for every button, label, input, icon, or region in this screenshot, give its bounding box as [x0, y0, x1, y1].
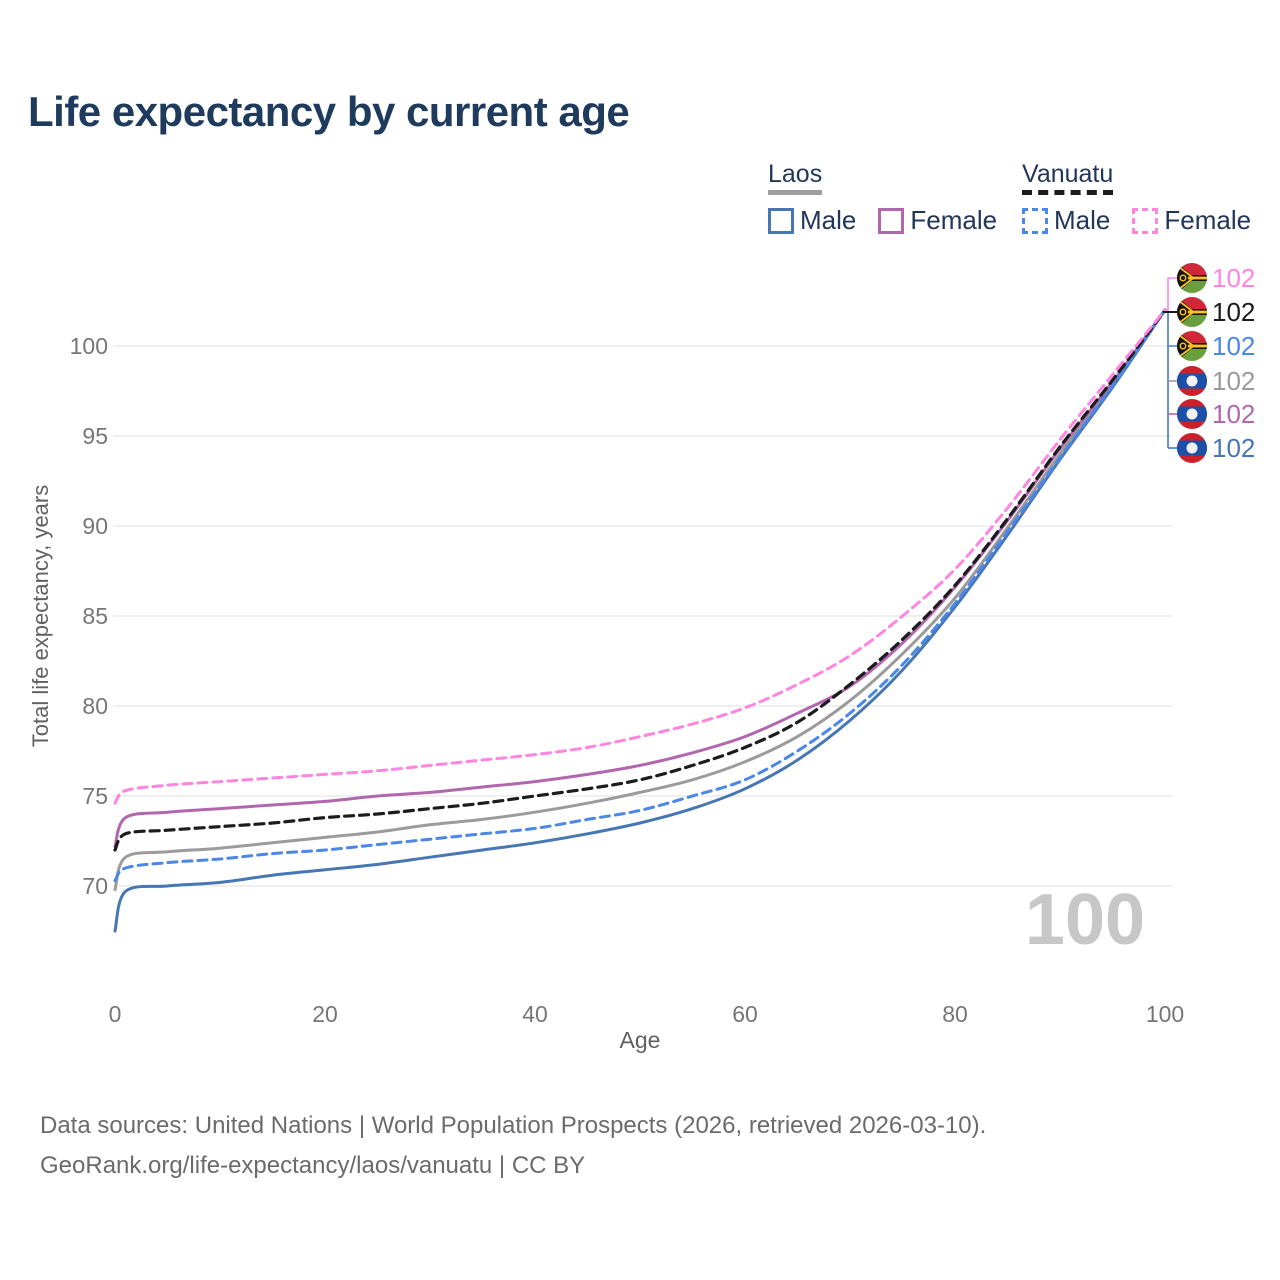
series-line-vanuatu-female — [113, 308, 1167, 805]
laos-female-swatch-icon — [878, 207, 905, 234]
vanuatu-flag-icon — [1177, 263, 1207, 293]
legend-label: Male — [1054, 205, 1111, 235]
laos-male-swatch-icon — [768, 207, 794, 234]
series-line-vanuatu-male — [113, 308, 1167, 883]
end-value-label: 102 — [1212, 399, 1255, 429]
vanuatu-flag-icon — [1177, 297, 1207, 327]
x-tick-label: 60 — [732, 1001, 758, 1027]
legend-label: Male — [800, 205, 857, 235]
y-tick-label: 100 — [70, 333, 108, 359]
page-title: Life expectancy by current age — [28, 88, 630, 135]
end-value-label: 102 — [1212, 297, 1255, 327]
x-tick-label: 80 — [942, 1001, 968, 1027]
x-tick-label: 20 — [312, 1001, 338, 1027]
legend-label: Female — [910, 205, 998, 235]
data-source-footer: Data sources: United Nations | World Pop… — [40, 1106, 986, 1186]
end-value-label: 102 — [1212, 331, 1255, 361]
laos-flag-icon — [1177, 433, 1207, 463]
end-value-label: 102 — [1212, 366, 1255, 396]
series-line-laos-total — [113, 308, 1167, 892]
x-tick-label: 40 — [522, 1001, 548, 1027]
axis-tick-labels: 70 75 80 85 90 95 100 0 20 40 60 80 100 — [70, 333, 1185, 1027]
legend-group-laos: Laos Male Female — [768, 160, 997, 236]
legend-item-laos-male[interactable]: Male — [768, 205, 856, 236]
y-axis-title: Total life expectancy, years — [28, 485, 53, 748]
legend-group-vanuatu: Vanuatu Male Female — [1022, 160, 1251, 236]
series-line-laos-male — [113, 308, 1167, 933]
y-tick-label: 95 — [82, 423, 108, 449]
leader-lines — [1163, 277, 1177, 449]
laos-flag-icon — [1177, 366, 1207, 396]
y-tick-label: 80 — [82, 693, 108, 719]
vanuatu-flag-icon — [1177, 331, 1207, 361]
y-tick-label: 75 — [82, 783, 108, 809]
end-value-label: 102 — [1212, 263, 1255, 293]
vanuatu-male-swatch-icon — [1022, 207, 1048, 234]
age-watermark: 100 — [1025, 880, 1145, 960]
x-tick-label: 0 — [109, 1001, 122, 1027]
legend-group-title-laos: Laos — [768, 160, 823, 195]
legend-items-laos: Male Female — [768, 205, 997, 236]
end-value-label: 102 — [1212, 433, 1255, 463]
y-tick-label: 70 — [82, 873, 108, 899]
legend-items-vanuatu: Male Female — [1022, 205, 1251, 236]
gridlines — [113, 345, 1172, 887]
laos-flag-icon — [1177, 399, 1207, 429]
series-line-vanuatu-total — [113, 308, 1167, 852]
legend-label: Female — [1164, 205, 1252, 235]
legend-item-vanuatu-female[interactable]: Female — [1132, 205, 1251, 236]
x-tick-label: 100 — [1146, 1001, 1184, 1027]
series-line-laos-female — [113, 308, 1167, 848]
y-tick-label: 85 — [82, 603, 108, 629]
series-lines — [113, 308, 1167, 933]
legend-group-title-vanuatu: Vanuatu — [1022, 160, 1114, 195]
legend-item-vanuatu-male[interactable]: Male — [1022, 205, 1110, 236]
x-axis-title: Age — [620, 1027, 661, 1053]
leader-line — [1164, 277, 1177, 311]
vanuatu-female-swatch-icon — [1132, 207, 1159, 234]
y-tick-label: 90 — [82, 513, 108, 539]
footer-line-1: Data sources: United Nations | World Pop… — [40, 1112, 987, 1139]
footer-line-2: GeoRank.org/life-expectancy/laos/vanuatu… — [40, 1152, 586, 1179]
flag-icons — [1177, 263, 1207, 463]
legend-item-laos-female[interactable]: Female — [878, 205, 997, 236]
